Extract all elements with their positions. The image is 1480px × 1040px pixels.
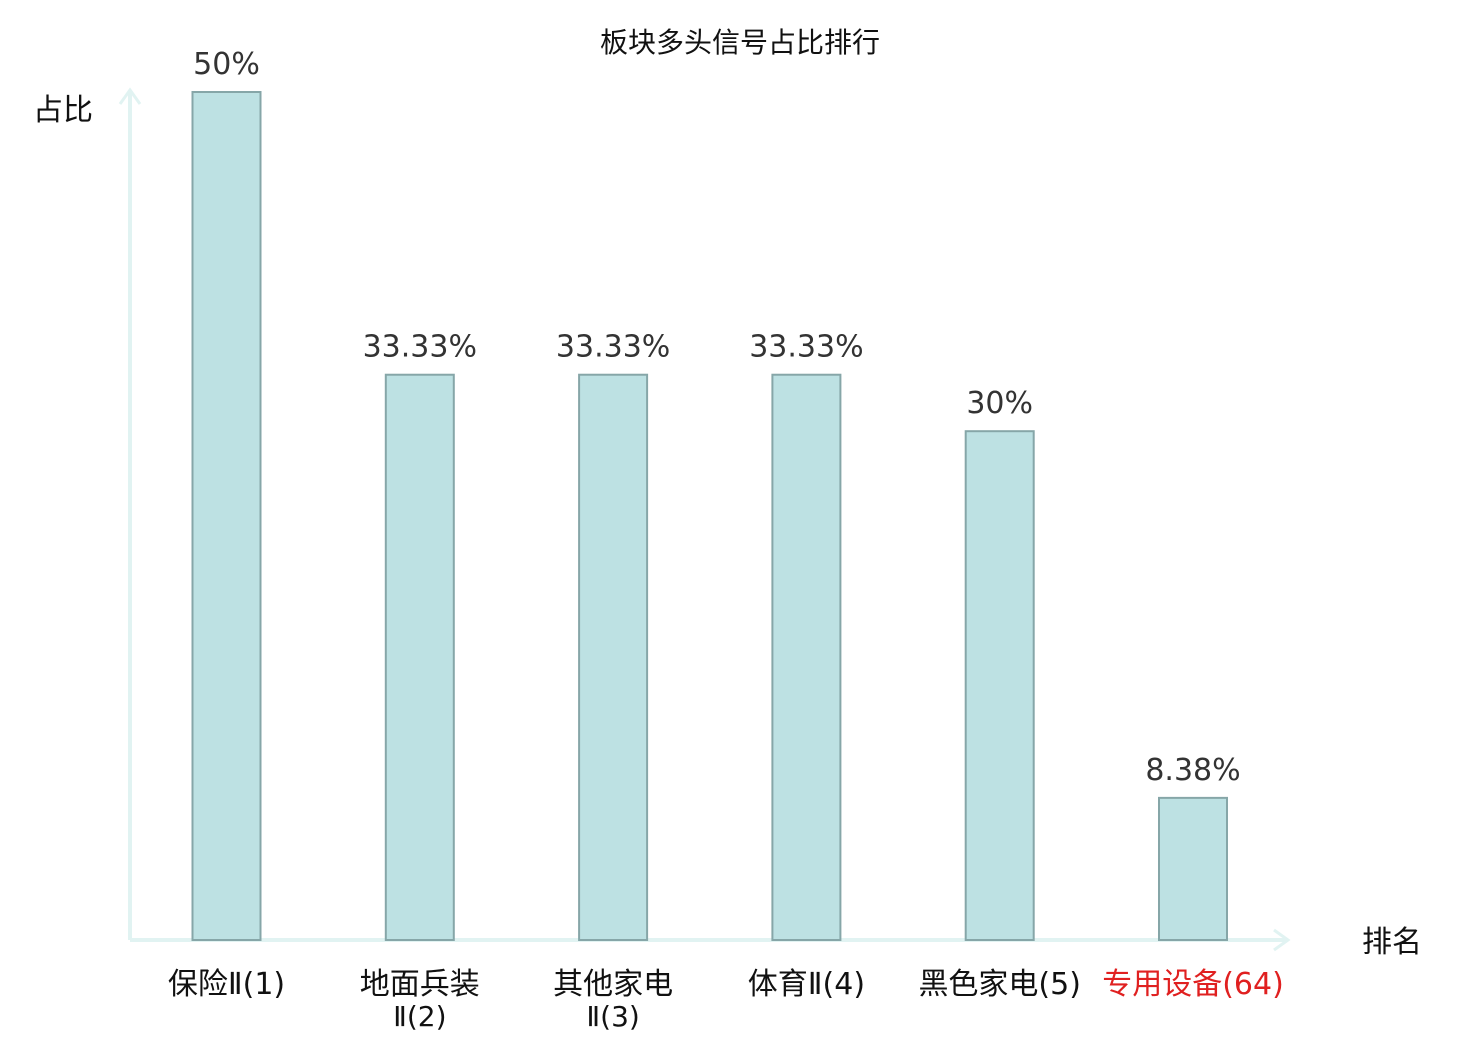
bar [964, 430, 1035, 941]
category-tick-label-continued: Ⅱ(2) [393, 1000, 446, 1033]
bar [771, 373, 842, 941]
bar-value-label: 33.33% [749, 330, 863, 365]
bar [384, 373, 455, 941]
bar [191, 91, 262, 941]
bar-value-label: 50% [193, 47, 260, 82]
x-axis-label: 排名 [1362, 925, 1422, 960]
bar-value-label: 8.38% [1145, 753, 1240, 788]
bars-layer [191, 91, 1228, 941]
category-tick-label-continued: Ⅱ(3) [586, 1000, 639, 1033]
category-tick-label: 黑色家电(5) [918, 967, 1081, 1002]
bar [1158, 796, 1228, 941]
y-axis-label: 占比 [33, 93, 93, 128]
bar-value-label: 33.33% [363, 330, 477, 365]
category-tick-label: 专用设备(64) [1102, 967, 1284, 1002]
y-axis-arrow-icon [118, 87, 142, 105]
x-axis-arrow-icon [1273, 928, 1291, 952]
category-tick-label: 保险Ⅱ(1) [168, 967, 285, 1002]
category-tick-label: 体育Ⅱ(4) [748, 967, 865, 1002]
chart-title: 板块多头信号占比排行 [600, 26, 880, 59]
value-labels-layer: 50% 33.33% 33.33% 33.33% 30% 8.38% [193, 47, 1241, 788]
bar-value-label: 30% [966, 386, 1033, 421]
bar-value-label: 33.33% [556, 330, 670, 365]
category-tick-label: 其他家电 [553, 967, 673, 1002]
bar [578, 373, 649, 941]
category-tick-label: 地面兵装 [360, 967, 480, 1002]
